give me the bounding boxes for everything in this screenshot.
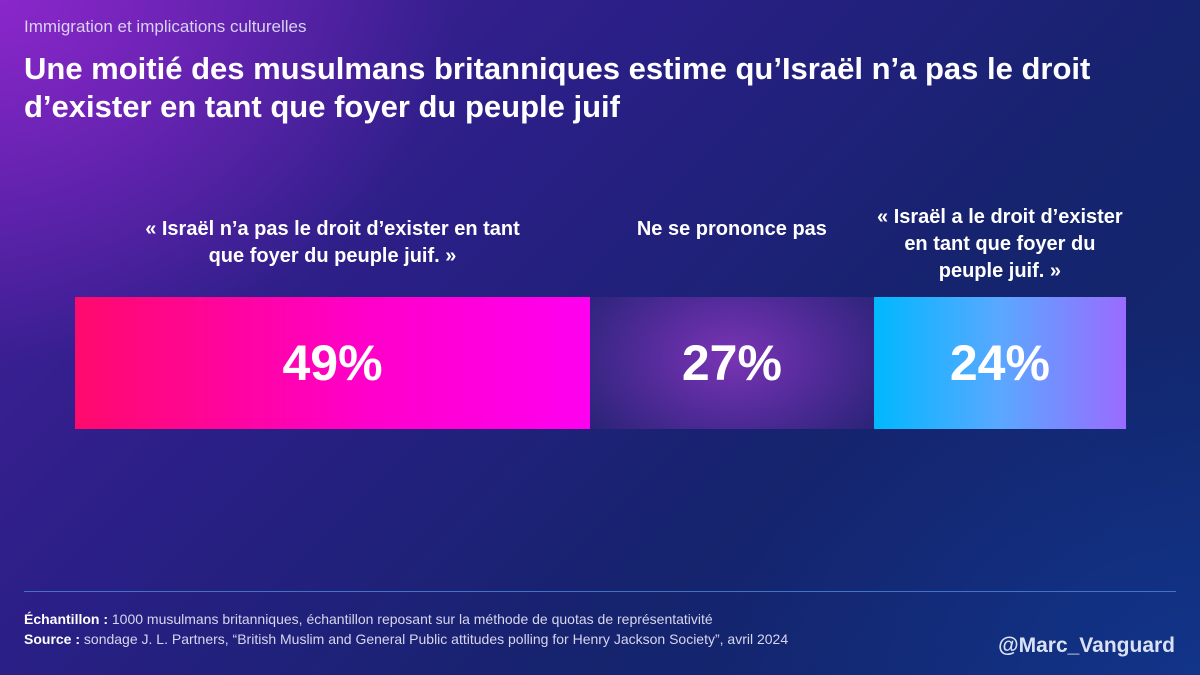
bar-value-no-right: 49% (282, 335, 383, 391)
bar-segment-no-opinion (589, 297, 874, 429)
segment-label-no-right: « Israël n’a pas le droit d’exister en t… (145, 218, 520, 267)
source-note: Source : sondage J. L. Partners, “Britis… (24, 629, 944, 649)
chart-title: Une moitié des musulmans britanniques es… (24, 51, 1091, 124)
segment-label-no-opinion: Ne se prononce pas (636, 218, 827, 240)
segment-label-has-right: « Israël a le droit d’exister en tant qu… (877, 206, 1123, 282)
sample-note: Échantillon : 1000 musulmans britannique… (24, 609, 944, 629)
footer-notes: Échantillon : 1000 musulmans britannique… (24, 609, 944, 649)
sample-text: 1000 musulmans britanniques, échantillon… (111, 611, 713, 627)
source-label: Source : (24, 631, 81, 647)
bar-value-has-right: 24% (949, 335, 1050, 391)
bar-segment-no-right (75, 297, 590, 429)
footer-divider (24, 591, 1176, 592)
sample-label: Échantillon : (24, 611, 108, 627)
source-text: sondage J. L. Partners, “British Muslim … (83, 631, 789, 647)
bar-segment-has-right (873, 297, 1126, 429)
bar-value-no-opinion: 27% (681, 335, 782, 391)
author-handle: @Marc_Vanguard (998, 634, 1175, 657)
section-subtitle: Immigration et implications culturelles (24, 17, 307, 36)
